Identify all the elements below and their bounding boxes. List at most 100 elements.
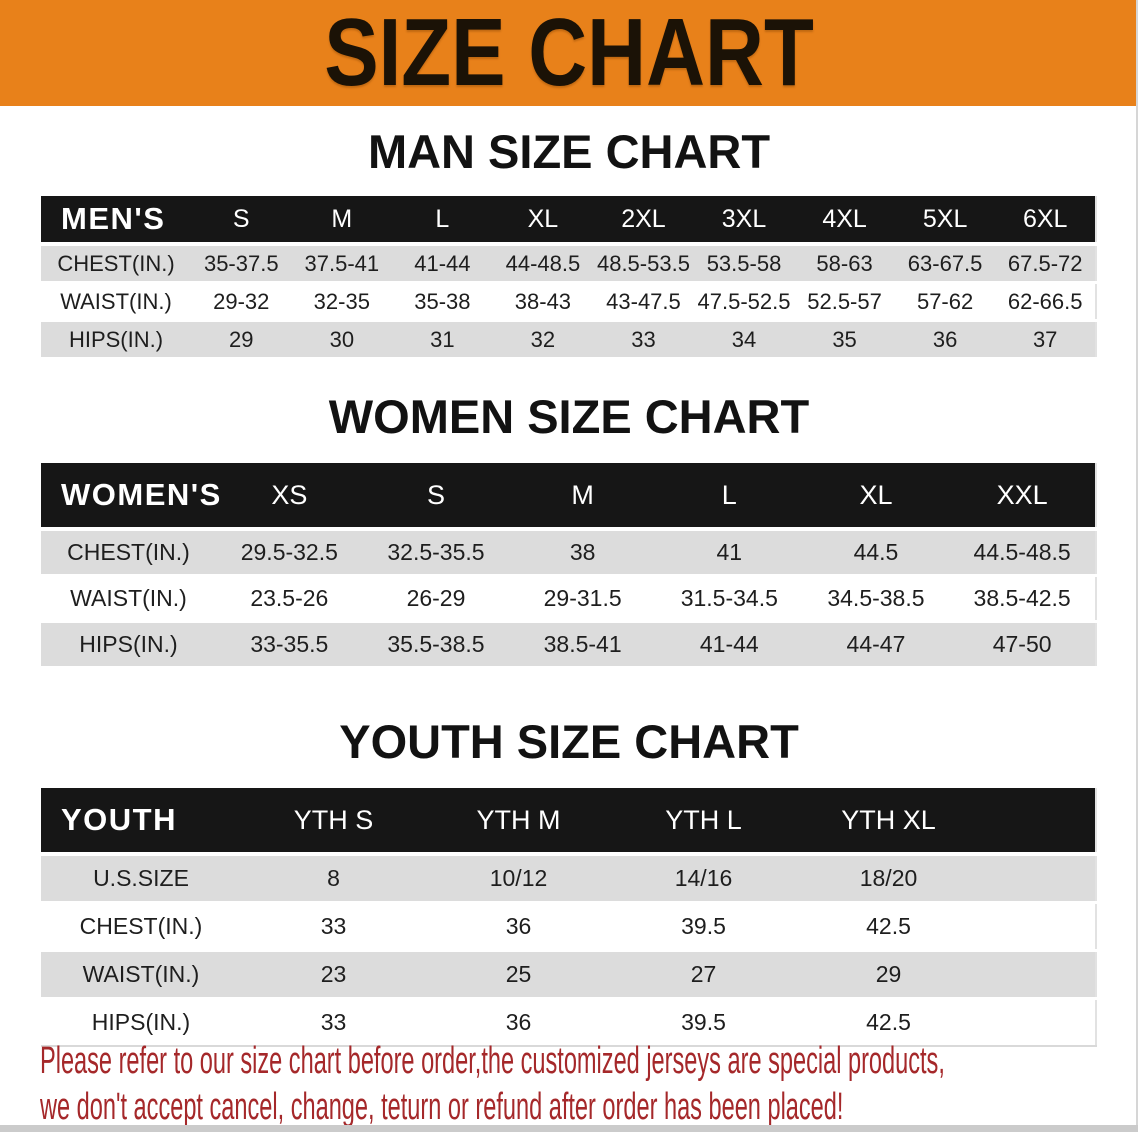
size-column-header: 5XL — [894, 196, 996, 246]
measurement-value: 18/20 — [796, 852, 981, 903]
size-column-header: XXL — [949, 463, 1096, 531]
measurement-row: HIPS(IN.) 33-35.5 35.5-38.5 38.5-41 41-44 44-… — [41, 620, 1096, 666]
women-size-section: WOMEN SIZE CHART WOMEN'S XS S M L XL XXL CHEST(… — [0, 393, 1138, 666]
size-column-header: XS — [216, 463, 363, 531]
table-group-label: WOMEN'S — [41, 463, 220, 531]
measurement-value: 29 — [191, 319, 292, 357]
measurement-value: 41-44 — [392, 242, 493, 283]
measurement-value: 44-48.5 — [492, 242, 594, 283]
row-label: HIPS(IN.) — [41, 997, 241, 1047]
banner-title: SIZE CHART — [324, 0, 814, 106]
measurement-value: 36 — [426, 901, 611, 951]
measurement-value: 38.5-41 — [509, 620, 656, 666]
measurement-value: 39.5 — [611, 997, 796, 1047]
measurement-value: 42.5 — [796, 901, 981, 951]
size-column-header: 3XL — [693, 196, 795, 246]
measurement-value: 27 — [611, 949, 796, 999]
measurement-value: 53.5-58 — [693, 242, 795, 283]
disclaimer: Please refer to our size chart before or… — [40, 1038, 945, 1130]
measurement-value: 35 — [794, 319, 895, 357]
measurement-value: 25 — [426, 949, 611, 999]
measurement-value: 33 — [593, 319, 694, 357]
measurement-value: 35-38 — [392, 281, 493, 321]
measurement-value: 38 — [509, 527, 656, 576]
row-spacer — [981, 949, 1096, 999]
measurement-value: 39.5 — [611, 901, 796, 951]
measurement-value: 67.5-72 — [995, 242, 1096, 283]
measurement-row: CHEST(IN.) 35-37.5 37.5-41 41-44 44-48.5 48.5… — [41, 242, 1096, 283]
measurement-value: 32.5-35.5 — [362, 527, 510, 576]
men-size-section: MAN SIZE CHART MEN'S S M L XL 2XL 3XL 4XL 5XL 6XL… — [0, 128, 1138, 357]
measurement-row: HIPS(IN.) 33 36 39.5 42.5 — [41, 997, 1096, 1047]
size-column-header: M — [509, 463, 656, 531]
measurement-row: CHEST(IN.) 29.5-32.5 32.5-35.5 38 41 44.5 44.5… — [41, 527, 1096, 576]
row-label: WAIST(IN.) — [41, 949, 241, 999]
size-column-header: S — [191, 196, 292, 246]
measurement-value: 23.5-26 — [216, 574, 363, 622]
measurement-value: 34.5-38.5 — [802, 574, 950, 622]
row-label: HIPS(IN.) — [41, 620, 216, 666]
measurement-value: 29-31.5 — [509, 574, 656, 622]
row-label: CHEST(IN.) — [41, 242, 191, 283]
measurement-row: CHEST(IN.) 33 36 39.5 42.5 — [41, 901, 1096, 951]
size-column-header: M — [291, 196, 393, 246]
measurement-value: 47-50 — [949, 620, 1096, 666]
row-label: WAIST(IN.) — [41, 281, 191, 321]
measurement-value: 41-44 — [655, 620, 803, 666]
measurement-value: 38-43 — [492, 281, 594, 321]
measurement-value: 31 — [392, 319, 493, 357]
size-column-header: L — [655, 463, 803, 531]
row-label: HIPS(IN.) — [41, 319, 191, 357]
measurement-value: 36 — [894, 319, 996, 357]
size-column-header: 6XL — [995, 196, 1096, 246]
row-spacer — [981, 901, 1096, 951]
measurement-value: 10/12 — [426, 852, 611, 903]
measurement-value: 38.5-42.5 — [949, 574, 1096, 622]
size-table-header-row: YOUTH YTH S YTH M YTH L YTH XL — [41, 788, 1096, 856]
youth-size-section: YOUTH SIZE CHART YOUTH YTH S YTH M YTH L YTH… — [0, 718, 1138, 1047]
measurement-value: 44-47 — [802, 620, 950, 666]
size-column-header: YTH XL — [796, 788, 981, 856]
measurement-value: 14/16 — [611, 852, 796, 903]
image-right-edge — [1136, 0, 1138, 1132]
table-group-label: YOUTH — [41, 788, 241, 856]
measurement-row: WAIST(IN.) 29-32 32-35 35-38 38-43 43-47.5 47.… — [41, 281, 1096, 321]
row-label: U.S.SIZE — [41, 852, 241, 903]
disclaimer-line-2: we don't accept cancel, change, teturn o… — [40, 1086, 844, 1128]
measurement-value: 35-37.5 — [191, 242, 292, 283]
youth-size-table: YOUTH YTH S YTH M YTH L YTH XL U.S.SIZE 8 10/12… — [41, 788, 1097, 1047]
row-label: CHEST(IN.) — [41, 901, 241, 951]
row-spacer — [981, 852, 1096, 903]
measurement-value: 26-29 — [362, 574, 510, 622]
row-label: CHEST(IN.) — [41, 527, 216, 576]
header-spacer — [981, 788, 1096, 856]
women-size-table: WOMEN'S XS S M L XL XXL CHEST(IN.) 29.5-32.5 32.5… — [41, 463, 1097, 666]
measurement-value: 48.5-53.5 — [593, 242, 694, 283]
youth-section-title: YOUTH SIZE CHART — [339, 715, 799, 768]
men-section-title: MAN SIZE CHART — [367, 125, 771, 178]
size-table-header-row: MEN'S S M L XL 2XL 3XL 4XL 5XL 6XL — [41, 196, 1096, 246]
measurement-value: 42.5 — [796, 997, 981, 1047]
measurement-value: 43-47.5 — [593, 281, 694, 321]
measurement-value: 37 — [995, 319, 1096, 357]
measurement-row: WAIST(IN.) 23.5-26 26-29 29-31.5 31.5-34.5 34… — [41, 574, 1096, 622]
measurement-value: 57-62 — [894, 281, 996, 321]
measurement-value: 29.5-32.5 — [216, 527, 363, 576]
disclaimer-line-1: Please refer to our size chart before or… — [40, 1040, 945, 1082]
size-column-header: 2XL — [593, 196, 694, 246]
measurement-value: 32 — [492, 319, 594, 357]
men-size-table: MEN'S S M L XL 2XL 3XL 4XL 5XL 6XL CHEST(IN.) 35-37… — [41, 196, 1097, 357]
row-label: WAIST(IN.) — [41, 574, 216, 622]
row-spacer — [981, 997, 1096, 1047]
size-column-header: YTH S — [241, 788, 426, 856]
size-column-header: S — [362, 463, 510, 531]
measurement-value: 8 — [241, 852, 426, 903]
measurement-value: 52.5-57 — [794, 281, 895, 321]
measurement-value: 63-67.5 — [894, 242, 996, 283]
size-column-header: 4XL — [794, 196, 895, 246]
banner: SIZE CHART — [0, 0, 1138, 106]
measurement-value: 31.5-34.5 — [655, 574, 803, 622]
measurement-value: 62-66.5 — [995, 281, 1096, 321]
measurement-row: WAIST(IN.) 23 25 27 29 — [41, 949, 1096, 999]
table-group-label: MEN'S — [41, 196, 191, 246]
